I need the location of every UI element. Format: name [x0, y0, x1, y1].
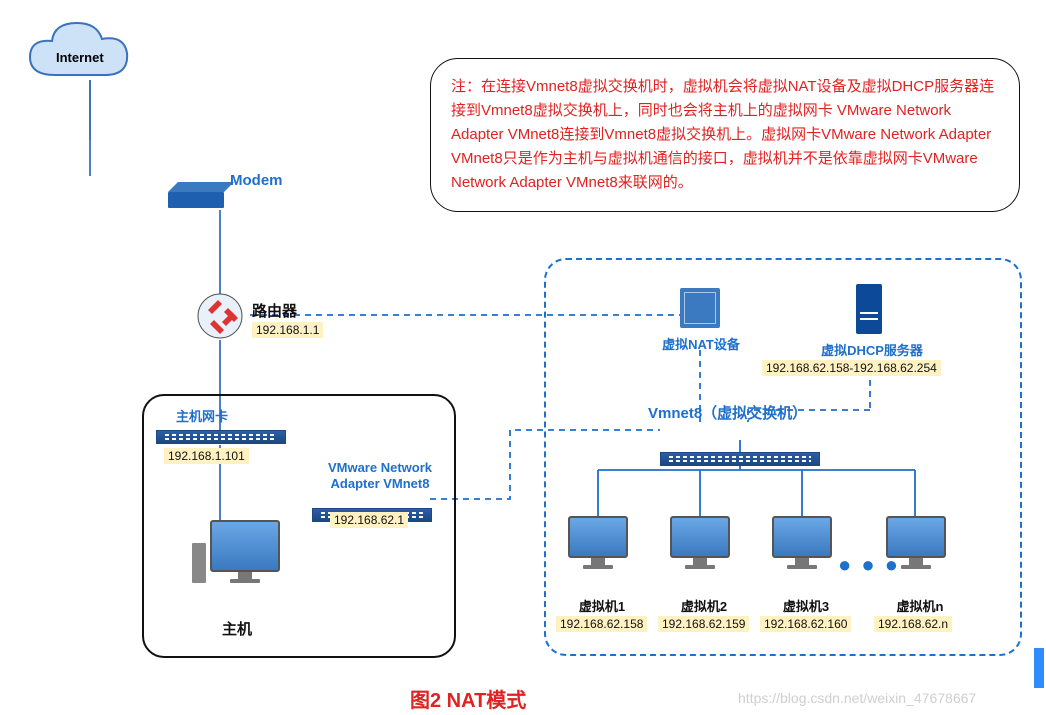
vm1-ip: 192.168.62.158 [556, 616, 647, 632]
scroll-indicator [1034, 648, 1044, 688]
vmnet8-ip: 192.168.62.1 [330, 512, 408, 528]
vswitch-icon [660, 452, 820, 466]
virt-dhcp-label: 虚拟DHCP服务器 [812, 340, 932, 359]
router-ip: 192.168.1.1 [252, 322, 323, 338]
cloud-icon [30, 23, 127, 75]
virt-nat-label: 虚拟NAT设备 [656, 334, 746, 353]
note-text: 注：在连接Vmnet8虚拟交换机时，虚拟机会将虚拟NAT设备及虚拟DHCP服务器… [451, 78, 994, 191]
vmn-label: 虚拟机n [890, 596, 950, 615]
host-nic-icon [156, 430, 286, 444]
vm2-label: 虚拟机2 [674, 596, 734, 615]
host-label: 主机 [222, 618, 252, 639]
router-label: 路由器 [252, 300, 297, 321]
virt-nat-icon [680, 288, 720, 328]
vswitch-label: Vmnet8（虚拟交换机） [648, 402, 807, 423]
virt-dhcp-ip: 192.168.62.158-192.168.62.254 [762, 360, 941, 376]
watermark: https://blog.csdn.net/weixin_47678667 [738, 690, 976, 706]
vmnet8-label1: VMware Network [320, 460, 440, 475]
host-nic-ip: 192.168.1.101 [164, 448, 249, 464]
vm3-label: 虚拟机3 [776, 596, 836, 615]
vm3-icon [772, 516, 832, 569]
host-pc-icon [192, 520, 280, 583]
host-nic-label: 主机网卡 [176, 406, 228, 425]
vm2-icon [670, 516, 730, 569]
vm2-ip: 192.168.62.159 [658, 616, 749, 632]
note-box: 注：在连接Vmnet8虚拟交换机时，虚拟机会将虚拟NAT设备及虚拟DHCP服务器… [430, 58, 1020, 212]
vm1-label: 虚拟机1 [572, 596, 632, 615]
vmn-ip: 192.168.62.n [874, 616, 952, 632]
vm3-ip: 192.168.62.160 [760, 616, 851, 632]
modem-icon [168, 182, 234, 208]
vmn-icon [886, 516, 946, 569]
vm1-icon [568, 516, 628, 569]
figure-caption: 图2 NAT模式 [410, 684, 526, 713]
cloud-label: Internet [56, 50, 104, 65]
router-icon [198, 294, 242, 338]
modem-label: Modem [230, 172, 283, 189]
virt-dhcp-icon [856, 284, 882, 334]
vmnet8-label2: Adapter VMnet8 [320, 476, 440, 491]
